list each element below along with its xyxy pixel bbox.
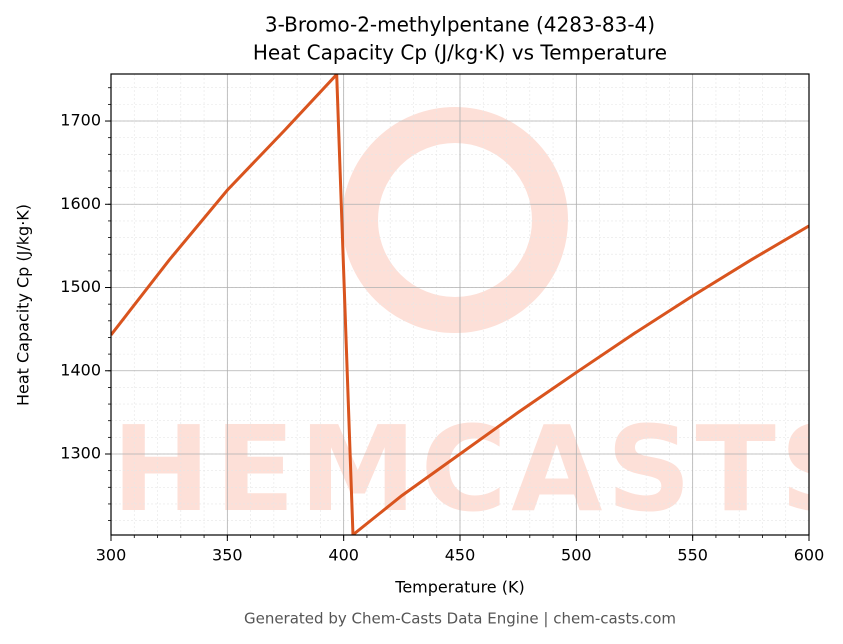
y-tick-label: 1700 [60, 111, 101, 130]
x-tick-label: 500 [561, 546, 592, 565]
x-tick-label: 550 [677, 546, 708, 565]
watermark-group: CHEMCASTS [111, 107, 809, 535]
y-tick-label: 1300 [60, 444, 101, 463]
x-tick-label: 600 [794, 546, 825, 565]
chart-subtitle: Heat Capacity Cp (J/kg·K) vs Temperature [253, 41, 667, 65]
x-tick-label: 350 [212, 546, 243, 565]
x-tick-label: 450 [445, 546, 476, 565]
y-tick-label: 1400 [60, 360, 101, 379]
chart-title: 3-Bromo-2-methylpentane (4283-83-4) [265, 13, 655, 37]
y-tick-label: 1500 [60, 277, 101, 296]
watermark-ring [342, 107, 568, 333]
y-tick-label: 1600 [60, 194, 101, 213]
plot-frame [110, 73, 810, 536]
x-axis-label: Temperature (K) [394, 578, 524, 597]
y-axis-label: Heat Capacity Cp (J/kg·K) [14, 204, 33, 406]
x-tick-label: 400 [328, 546, 359, 565]
footer: Generated by Chem-Casts Data Engine | ch… [244, 610, 676, 628]
x-tick-label: 300 [96, 546, 127, 565]
series-line [111, 74, 809, 535]
